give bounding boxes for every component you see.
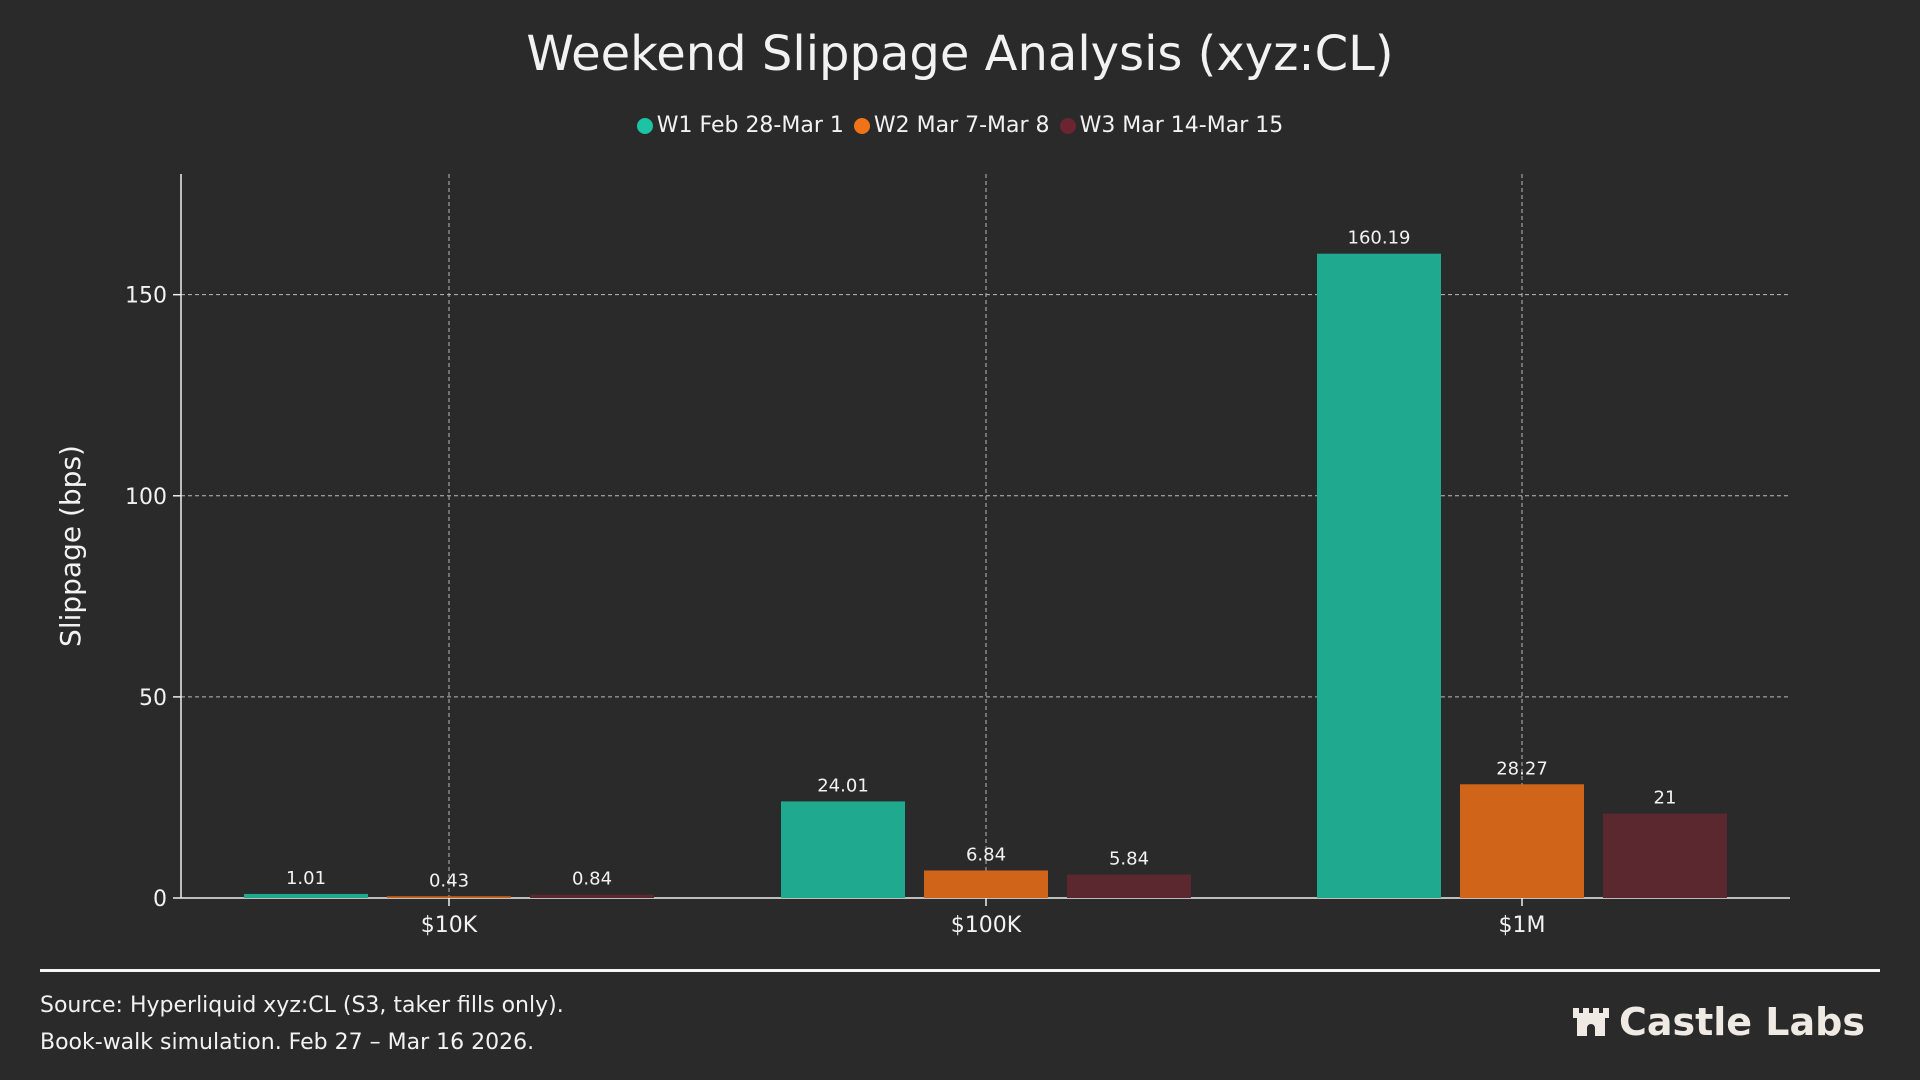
bar-chart: 0 50 100 150 $10K $100K $1M Slippage (bps) 1.01 2… xyxy=(54,174,1790,938)
note-text: Book-walk simulation. Feb 27 – Mar 16 20… xyxy=(40,1030,535,1055)
logo-text: Castle Labs xyxy=(1618,1000,1865,1044)
data-label: 1.01 xyxy=(286,868,326,889)
bar-3-0 xyxy=(530,894,654,898)
legend-item: W3 Mar 14-Mar 15 xyxy=(1059,113,1284,138)
x-tick-label-0: $10K xyxy=(421,913,478,938)
source-text: Source: Hyperliquid xyz:CL (S3, taker fi… xyxy=(40,993,564,1018)
data-label: 0.43 xyxy=(429,870,469,891)
legend-item: W1 Feb 28-Mar 1 xyxy=(636,113,844,138)
x-tick-label-1: $100K xyxy=(951,913,1022,938)
castle-labs-logo: Castle Labs xyxy=(1571,1000,1865,1044)
data-label: 6.84 xyxy=(966,844,1006,865)
bar-2-1 xyxy=(924,870,1048,898)
data-label: 0.84 xyxy=(572,869,612,890)
y-tick-label: 150 xyxy=(125,284,167,309)
y-tick-label: 50 xyxy=(139,686,167,711)
data-label: 5.84 xyxy=(1109,849,1149,870)
bar-3-2 xyxy=(1603,813,1727,898)
legend-label: W1 Feb 28-Mar 1 xyxy=(656,113,844,138)
bar-2-0 xyxy=(387,896,511,898)
legend-swatch xyxy=(853,117,870,134)
bar-3-1 xyxy=(1067,874,1191,898)
bar-1-2 xyxy=(1317,253,1441,898)
y-tick-label: 100 xyxy=(125,485,167,510)
legend-swatch xyxy=(636,117,653,134)
bar-2-2 xyxy=(1460,784,1584,898)
legend-label: W3 Mar 14-Mar 15 xyxy=(1079,113,1284,138)
y-tick-label: 0 xyxy=(153,887,167,912)
data-label: 160.19 xyxy=(1348,228,1411,249)
y-axis-label: Slippage (bps) xyxy=(54,445,87,647)
legend-item: W2 Mar 7-Mar 8 xyxy=(853,113,1050,138)
data-label: 24.01 xyxy=(817,775,869,796)
bar-1-0 xyxy=(244,893,368,898)
footer-divider xyxy=(40,969,1880,972)
legend-label: W2 Mar 7-Mar 8 xyxy=(873,113,1050,138)
bar-1-1 xyxy=(781,801,905,898)
chart-title: Weekend Slippage Analysis (xyz:CL) xyxy=(526,26,1394,82)
castle-icon xyxy=(1572,1008,1609,1036)
x-tick-label-2: $1M xyxy=(1499,913,1546,938)
legend-swatch xyxy=(1059,117,1076,134)
data-label: 28.27 xyxy=(1496,758,1548,779)
legend: W1 Feb 28-Mar 1 W2 Mar 7-Mar 8 W3 Mar 14-M… xyxy=(0,113,1920,138)
data-label: 21 xyxy=(1654,788,1677,809)
